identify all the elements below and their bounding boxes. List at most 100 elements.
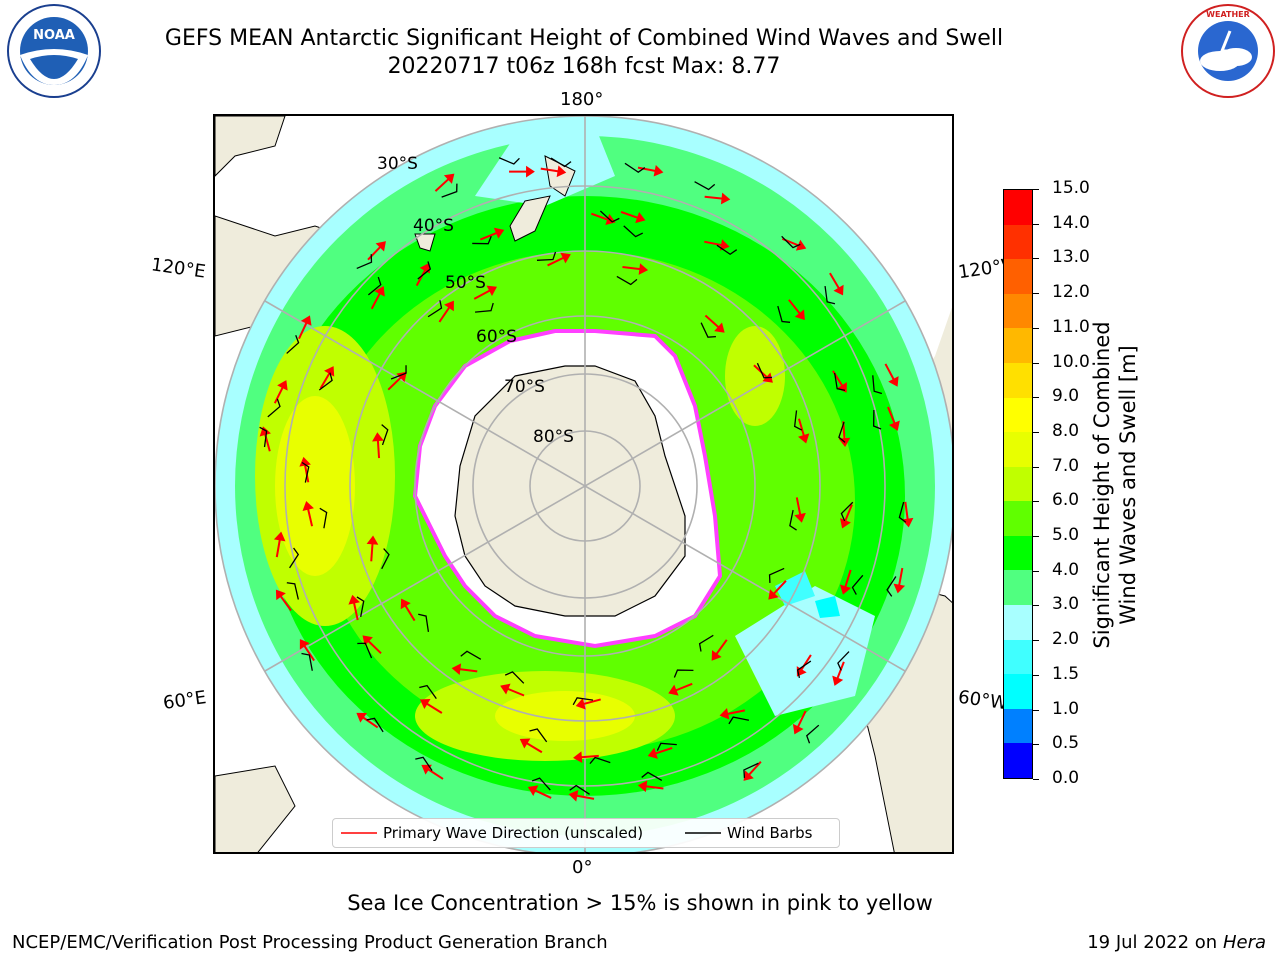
wave-arrow [298, 321, 308, 340]
lat-label-70s: 70°S [504, 377, 545, 397]
colorbar-tick-label: 9.0 [1052, 386, 1080, 407]
colorbar-tick-label: 7.0 [1052, 455, 1080, 476]
colorbar-segment [1004, 362, 1032, 398]
colorbar-label: Significant Height of Combined Wind Wave… [1089, 321, 1141, 648]
colorbar-tick-label: 6.0 [1052, 490, 1080, 511]
wave-arrow [540, 167, 559, 173]
colorbar-tick-label: 13.0 [1052, 247, 1090, 268]
wave-arrow-head [419, 699, 431, 710]
wind-barb [301, 461, 310, 483]
wave-arrow-head [832, 675, 844, 686]
colorbar-segment [1004, 673, 1032, 709]
wind-barb [623, 225, 644, 238]
wave-arrow-head [635, 211, 646, 224]
colorbar-tick-mark [1033, 744, 1039, 746]
wave-arrow-head [275, 589, 286, 601]
legend-label-wave: Primary Wave Direction (unscaled) [383, 824, 644, 842]
wind-barb [550, 157, 572, 168]
wind-barb [301, 652, 313, 671]
svg-text:WEATHER: WEATHER [1206, 10, 1250, 19]
wave-arrow [438, 306, 451, 323]
colorbar-segment [1004, 742, 1032, 778]
wave-arrow [370, 292, 381, 310]
graticule [215, 116, 952, 852]
wind-barb [529, 728, 548, 743]
wind-barb [838, 421, 846, 443]
colorbar-tick-mark [1033, 640, 1039, 642]
wave-arrow [479, 231, 498, 241]
colorbar-tick-label: 3.0 [1052, 594, 1080, 615]
wind-barb [286, 335, 300, 354]
wind-barb [700, 322, 716, 338]
wind-barb [415, 756, 433, 771]
wave-arrow [622, 265, 641, 271]
colorbar-tick-label: 0.5 [1052, 733, 1080, 754]
wave-arrow-head [560, 252, 571, 264]
wave-arrow-head [302, 501, 314, 511]
lon-label-120e: 120°E [149, 254, 207, 283]
wind-barb [367, 276, 382, 296]
wave-arrow-head [299, 639, 310, 650]
lat-label-30s: 30°S [377, 154, 418, 174]
wave-arrow-head [833, 284, 844, 296]
land-antarctica [454, 365, 686, 617]
wave-arrow [387, 376, 402, 391]
colorbar-tick-mark [1033, 431, 1039, 433]
wave-arrow-head [714, 322, 725, 333]
wind-barb [873, 410, 882, 430]
wind-barb [318, 372, 333, 391]
wave-field-1m [815, 596, 840, 618]
wave-arrow-head [637, 780, 648, 793]
wave-arrow-head [372, 432, 384, 442]
colorbar-tick-mark [1033, 189, 1039, 190]
wind-barb [824, 285, 836, 305]
nws-logo: WEATHER [1180, 3, 1276, 99]
wave-arrow [887, 406, 896, 425]
colorbar-segment [1004, 569, 1032, 606]
wave-arrow-head [568, 790, 579, 802]
wave-arrow [620, 211, 639, 219]
colorbar-segment [1004, 397, 1032, 433]
colorbar-tick-label: 12.0 [1052, 282, 1090, 303]
wave-arrow-head [556, 165, 567, 178]
legend-swatch-barbs [685, 832, 721, 834]
colorbar-tick-label: 2.0 [1052, 629, 1080, 650]
wind-barb [418, 613, 430, 632]
wind-barb [460, 650, 482, 660]
wave-arrow-head [719, 708, 730, 720]
colorbar-segment [1004, 639, 1032, 675]
colorbar-tick-mark [1033, 536, 1039, 538]
colorbar-tick-mark [1033, 223, 1039, 225]
wave-arrow [580, 754, 599, 759]
wave-arrow [367, 246, 382, 261]
producer-credit: NCEP/EMC/Verification Post Processing Pr… [12, 932, 608, 953]
lat-label-60s: 60°S [476, 327, 517, 347]
wind-barb [789, 509, 797, 531]
wave-arrow [748, 761, 762, 776]
wind-barb [356, 254, 373, 270]
wave-arrow-head [888, 376, 899, 387]
wave-field-1.5m [775, 571, 815, 606]
wave-arrow [427, 768, 444, 780]
wave-arrow [796, 710, 807, 728]
colorbar-tick-label: 11.0 [1052, 316, 1090, 337]
colorbar-tick-label: 1.5 [1052, 663, 1080, 684]
wave-field-6m-east [725, 326, 785, 426]
wind-barb [768, 567, 785, 583]
wave-field-low-drake [735, 586, 875, 716]
wave-arrow-head [768, 589, 779, 600]
wave-arrow-head [273, 531, 286, 542]
generation-machine: Hera [1222, 932, 1266, 953]
wave-arrow-head [277, 380, 288, 391]
colorbar-tick-label: 4.0 [1052, 559, 1080, 580]
wave-arrow-head [575, 698, 586, 710]
colorbar-segment [1004, 431, 1032, 467]
wind-barb [289, 547, 300, 569]
wave-arrow [275, 539, 281, 558]
wind-barb [366, 717, 384, 733]
colorbar-tick-mark [1033, 674, 1039, 676]
wave-arrow [904, 501, 909, 520]
wind-barb [475, 302, 494, 313]
wave-arrow-head [421, 764, 432, 775]
wave-arrow [898, 567, 904, 586]
